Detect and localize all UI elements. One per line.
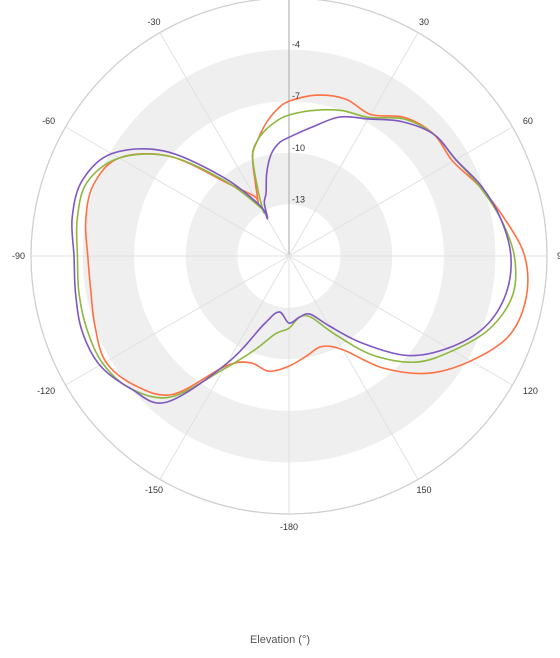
series-line-0 xyxy=(84,94,529,396)
radial-tick-label: -10 xyxy=(292,143,305,153)
spoke-2 xyxy=(288,126,513,257)
angle-tick-label: -30 xyxy=(147,17,160,27)
spoke-1 xyxy=(288,32,419,257)
angle-tick-label: 30 xyxy=(419,17,429,27)
spoke-10 xyxy=(65,126,290,257)
angle-tick-label: -150 xyxy=(145,485,163,495)
spoke-5 xyxy=(288,255,419,480)
angle-tick-label: 9 xyxy=(557,251,560,261)
angle-tick-label: -120 xyxy=(37,386,55,396)
spoke-4 xyxy=(288,255,513,386)
angle-tick-label: -180 xyxy=(280,522,298,532)
x-axis-label: Elevation (°) xyxy=(249,634,311,646)
series-line-1 xyxy=(75,108,517,399)
radial-tick-label: -7 xyxy=(292,91,300,101)
angle-tick-label: 60 xyxy=(523,116,533,126)
radial-tick-label: -4 xyxy=(292,40,300,50)
radial-tick-label: -13 xyxy=(292,194,305,204)
series-line-2 xyxy=(71,115,512,404)
angle-tick-label: 150 xyxy=(416,485,431,495)
angle-tick-label: -60 xyxy=(42,116,55,126)
spoke-7 xyxy=(159,255,290,480)
angle-tick-label: 120 xyxy=(523,386,538,396)
angle-tick-label: -90 xyxy=(12,251,25,261)
